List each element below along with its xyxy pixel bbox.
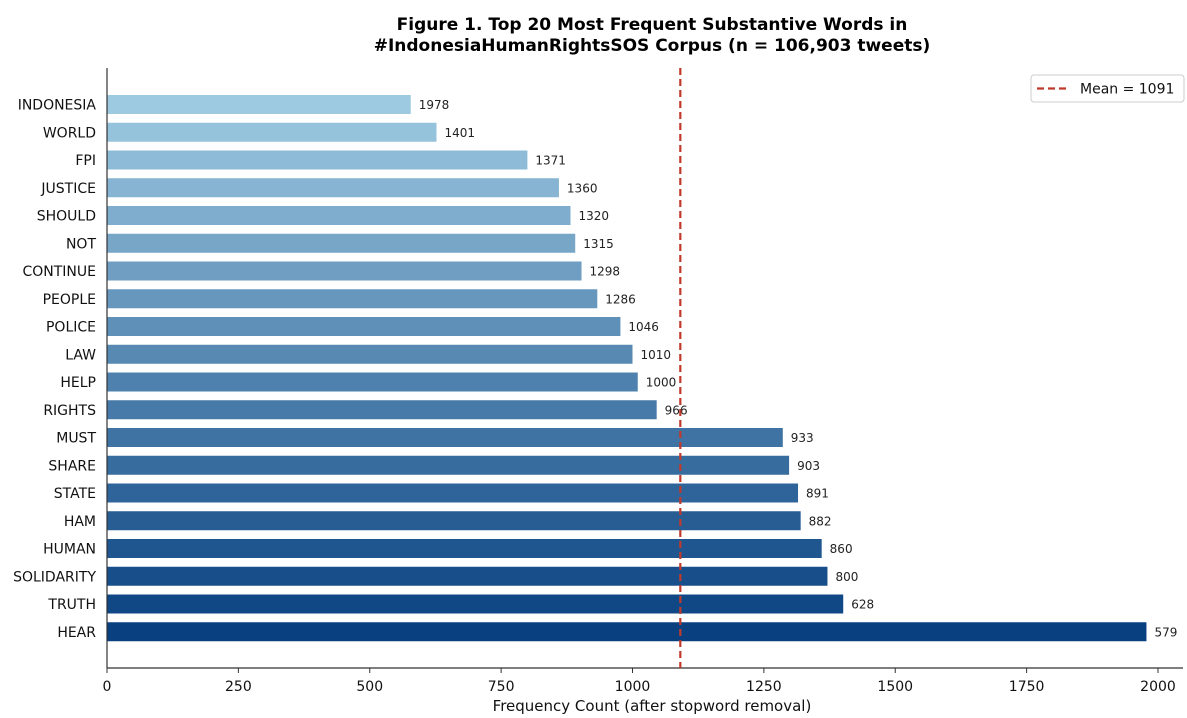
chart-title: Figure 1. Top 20 Most Frequent Substanti… (374, 15, 931, 56)
x-tick-label-1500: 1500 (877, 679, 913, 695)
bar-truth (107, 594, 844, 614)
bar-people (107, 289, 598, 309)
category-label-rights: RIGHTS (43, 403, 96, 419)
bar-must (107, 428, 783, 447)
bar-fpi (107, 150, 528, 170)
data-label-solidarity: 800 (835, 570, 858, 584)
bar-help (107, 372, 638, 392)
category-label-must: MUST (56, 431, 96, 447)
legend: Mean = 1091 (1030, 74, 1185, 103)
x-axis-label: Frequency Count (after stopword removal) (493, 697, 812, 714)
category-label-justice: JUSTICE (40, 181, 96, 197)
data-label-law: 1010 (641, 348, 672, 362)
x-tick-label-0: 0 (103, 679, 112, 695)
bar-human (107, 539, 822, 558)
x-tick-label-1250: 1250 (746, 679, 782, 695)
legend-label-mean: Mean = 1091 (1080, 82, 1174, 98)
bar-rights (107, 400, 657, 420)
category-label-law: LAW (65, 347, 96, 363)
data-label-state: 891 (806, 487, 829, 501)
bar-law (107, 344, 633, 364)
bar-solidarity (107, 566, 828, 586)
data-label-human: 860 (830, 542, 853, 556)
data-label-not: 1315 (583, 237, 614, 251)
data-label-truth: 628 (851, 598, 874, 612)
category-label-human: HUMAN (43, 542, 96, 558)
category-label-world: WORLD (43, 125, 96, 141)
category-label-continue: CONTINUE (22, 264, 96, 280)
data-label-indonesia: 1978 (419, 98, 450, 112)
category-labels-group: INDONESIA WORLD FPI JUSTICE SHOULD NOT CONTINU… (13, 98, 96, 641)
category-label-truth: TRUTH (47, 597, 96, 613)
category-label-people: PEOPLE (43, 292, 96, 308)
bar-world (107, 122, 437, 142)
data-label-continue: 1298 (590, 265, 621, 279)
data-label-ham: 882 (809, 514, 832, 528)
bar-indonesia (107, 95, 411, 114)
data-label-hear: 579 (1154, 625, 1177, 639)
category-label-hear: HEAR (57, 625, 96, 641)
category-label-indonesia: INDONESIA (18, 98, 97, 114)
data-label-world: 1401 (444, 126, 475, 140)
category-label-not: NOT (66, 236, 96, 252)
chart-title-line: Figure 1. Top 20 Most Frequent Substanti… (397, 15, 908, 35)
data-label-fpi: 1371 (535, 154, 566, 168)
bar-not (107, 233, 576, 253)
category-label-ham: HAM (64, 514, 96, 530)
category-label-fpi: FPI (75, 153, 96, 169)
bar-police (107, 317, 621, 336)
x-ticks-group: 0 250 500 750 1000 1250 1500 1750 2000 (103, 668, 1176, 695)
bar-continue (107, 261, 582, 281)
category-label-should: SHOULD (37, 209, 96, 225)
x-tick-label-1750: 1750 (1009, 679, 1045, 695)
data-label-rights: 966 (665, 403, 688, 417)
bar-state (107, 483, 799, 503)
data-label-must: 933 (791, 431, 814, 445)
chart-title-line: #IndonesiaHumanRightsSOS Corpus (n = 106… (374, 36, 931, 56)
x-tick-label-750: 750 (488, 679, 515, 695)
bar-justice (107, 178, 559, 198)
data-label-should: 1320 (578, 209, 609, 223)
category-label-state: STATE (54, 486, 96, 502)
data-label-share: 903 (797, 459, 820, 473)
bars-group (107, 95, 1147, 642)
data-label-help: 1000 (646, 376, 677, 390)
bar-share (107, 455, 790, 475)
category-label-help: HELP (60, 375, 96, 391)
legend-box (1030, 74, 1185, 103)
x-tick-label-2000: 2000 (1140, 679, 1176, 695)
x-tick-label-250: 250 (225, 679, 252, 695)
data-label-people: 1286 (605, 292, 636, 306)
category-label-police: POLICE (46, 320, 96, 336)
bar-ham (107, 511, 801, 531)
bar-should (107, 206, 571, 225)
category-label-share: SHARE (48, 458, 96, 474)
x-tick-label-500: 500 (356, 679, 383, 695)
category-label-solidarity: SOLIDARITY (13, 569, 96, 585)
data-label-police: 1046 (628, 320, 659, 334)
data-label-justice: 1360 (567, 181, 598, 195)
x-tick-label-1000: 1000 (615, 679, 651, 695)
bar-hear (107, 622, 1147, 642)
